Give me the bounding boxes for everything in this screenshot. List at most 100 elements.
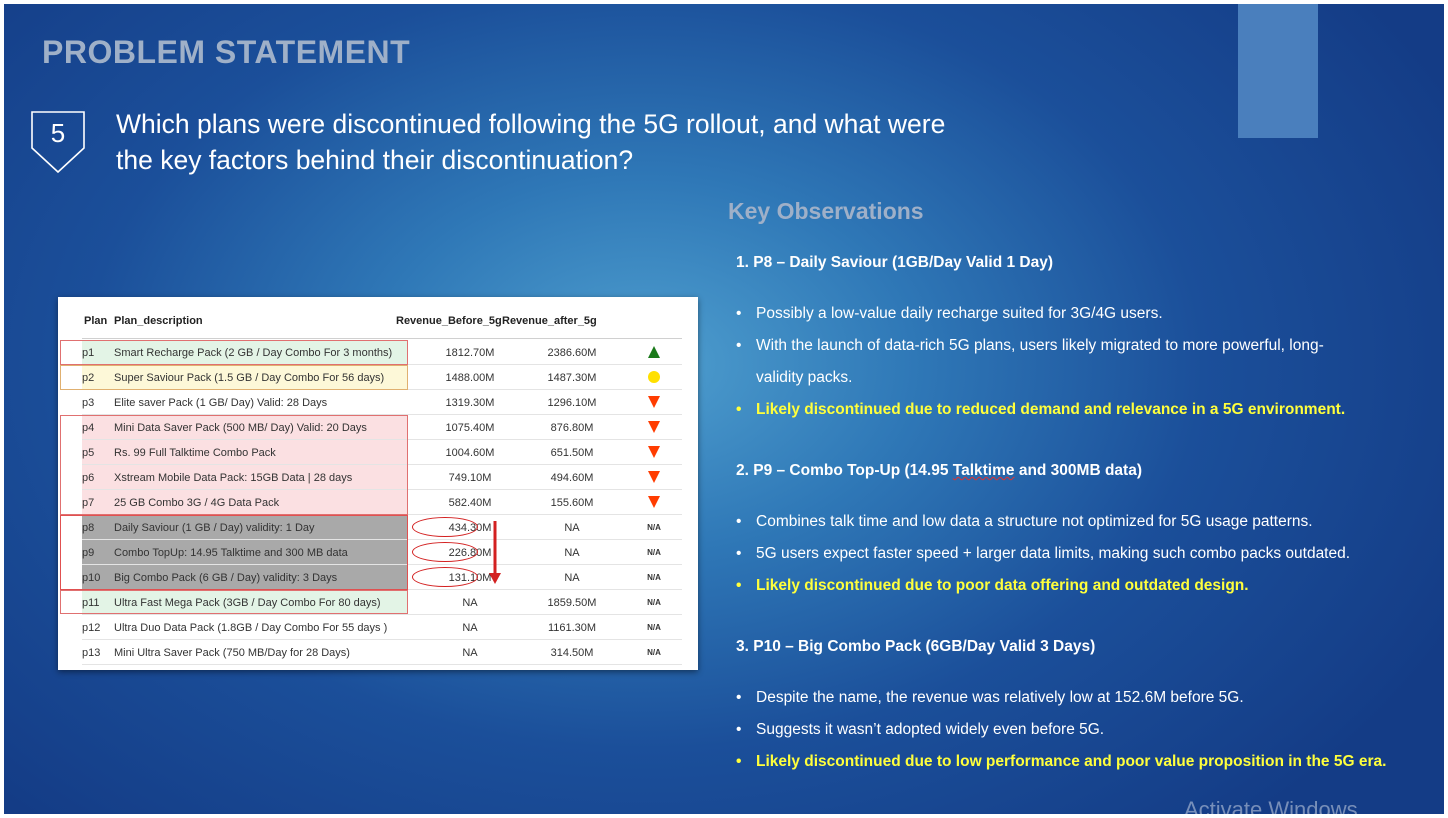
table-row: p11 Ultra Fast Mega Pack (3GB / Day Combo…	[82, 590, 682, 615]
cell-description: Daily Saviour (1 GB / Day) validity: 1 D…	[114, 522, 315, 534]
down-arrow-icon	[489, 521, 501, 584]
up-triangle-icon	[642, 345, 666, 362]
header-description: Plan_description	[114, 315, 203, 327]
observation-heading: 2. P9 – Combo Top-Up (14.95 Talktime and…	[736, 462, 1142, 479]
cell-revenue-after: 1296.10M	[547, 397, 597, 409]
na-indicator: N/A	[647, 573, 661, 582]
header-plan: Plan	[84, 315, 108, 327]
spellcheck-flag: Talktime	[952, 462, 1015, 479]
question-text: Which plans were discontinued following …	[116, 106, 1016, 178]
na-indicator: N/A	[647, 623, 661, 632]
badge-number: 5	[50, 118, 66, 148]
cell-plan: p4	[82, 422, 95, 434]
observation-heading: 1. P8 – Daily Saviour (1GB/Day Valid 1 D…	[736, 254, 1054, 271]
circle-annotation-p10	[412, 567, 478, 587]
cell-plan: p10	[82, 572, 101, 584]
table-header: Plan Plan_description Revenue_Before_5g …	[58, 312, 698, 332]
cell-description: Big Combo Pack (6 GB / Day) validity: 3 …	[114, 572, 338, 584]
highlight-p1	[60, 340, 408, 365]
highlight-p11	[60, 590, 408, 614]
cell-revenue-after: 155.60M	[550, 497, 594, 509]
cell-revenue-before: 1488.00M	[445, 372, 495, 384]
observation-heading: 3. P10 – Big Combo Pack (6GB/Day Valid 3…	[736, 638, 1096, 655]
cell-revenue-before: 1812.70M	[445, 347, 495, 359]
activation-watermark: Activate Windows	[1184, 797, 1358, 814]
cell-description: Rs. 99 Full Talktime Combo Pack	[114, 447, 276, 459]
cell-revenue-before: NA	[462, 622, 478, 634]
cell-description: Xstream Mobile Data Pack: 15GB Data | 28…	[114, 472, 353, 484]
cell-plan: p6	[82, 472, 95, 484]
cell-revenue-after: 1161.30M	[547, 622, 597, 634]
cell-revenue-before: NA	[462, 647, 478, 659]
down-triangle-icon	[642, 470, 666, 487]
slide: PROBLEM STATEMENT 5 Which plans were dis…	[4, 4, 1444, 814]
table-row: p1 Smart Recharge Pack (2 GB / Day Combo …	[82, 340, 682, 365]
cell-revenue-before: 1075.40M	[445, 422, 495, 434]
table-row: p3 Elite saver Pack (1 GB/ Day) Valid: 28…	[82, 390, 682, 415]
cell-revenue-before: 749.10M	[448, 472, 492, 484]
cell-plan: p8	[82, 522, 95, 534]
cell-plan: p2	[82, 372, 95, 384]
table-row: p7 25 GB Combo 3G / 4G Data Pack 582.40M 15…	[82, 490, 682, 515]
cell-description: Super Saviour Pack (1.5 GB / Day Combo F…	[114, 372, 385, 384]
cell-plan: p1	[82, 347, 95, 359]
table-row: p12 Ultra Duo Data Pack (1.8GB / Day Comb…	[82, 615, 682, 640]
revenue-table: Plan Plan_description Revenue_Before_5g …	[58, 297, 698, 670]
cell-revenue-before: 582.40M	[448, 497, 492, 509]
observation-2: 2. P9 – Combo Top-Up (14.95 Talktime and…	[736, 462, 1436, 602]
number-badge: 5	[30, 110, 86, 174]
observation-bullet: Combines talk time and low data a struct…	[736, 506, 1436, 538]
observation-conclusion: Likely discontinued due to poor data off…	[736, 570, 1436, 602]
table-row: p4 Mini Data Saver Pack (500 MB/ Day) Val…	[82, 415, 682, 440]
cell-description: Ultra Duo Data Pack (1.8GB / Day Combo F…	[114, 622, 388, 634]
cell-plan: p5	[82, 447, 95, 459]
observation-3: 3. P10 – Big Combo Pack (6GB/Day Valid 3…	[736, 638, 1436, 778]
question-line-1: Which plans were discontinued following …	[116, 109, 946, 139]
cell-revenue-after: NA	[564, 547, 580, 559]
cell-revenue-after: NA	[564, 572, 580, 584]
cell-plan: p12	[82, 622, 101, 634]
na-indicator: N/A	[647, 548, 661, 557]
accent-rectangle	[1238, 4, 1318, 138]
observation-1: 1. P8 – Daily Saviour (1GB/Day Valid 1 D…	[736, 254, 1436, 426]
highlight-p8-p10	[60, 515, 408, 590]
key-observations-title: Key Observations	[728, 198, 924, 224]
down-triangle-icon	[642, 420, 666, 437]
slide-title: PROBLEM STATEMENT	[42, 34, 411, 70]
down-triangle-icon	[642, 445, 666, 462]
highlight-p2	[60, 365, 408, 390]
cell-description: Combo TopUp: 14.95 Talktime and 300 MB d…	[114, 547, 348, 559]
down-triangle-icon	[642, 495, 666, 512]
cell-description: 25 GB Combo 3G / 4G Data Pack	[114, 497, 280, 509]
cell-revenue-before: NA	[462, 597, 478, 609]
highlight-p4-p7	[60, 415, 408, 515]
header-revenue-after: Revenue_after_5g	[502, 315, 597, 327]
cell-plan: p7	[82, 497, 95, 509]
table-row: p5 Rs. 99 Full Talktime Combo Pack 1004.60…	[82, 440, 682, 465]
cell-revenue-after: 1487.30M	[547, 372, 597, 384]
header-revenue-before: Revenue_Before_5g	[396, 315, 502, 327]
observation-conclusion: Likely discontinued due to low performan…	[736, 746, 1436, 778]
cell-plan: p13	[82, 647, 101, 659]
circle-annotation-p8	[412, 517, 478, 537]
observation-conclusion: Likely discontinued due to reduced deman…	[736, 394, 1436, 426]
table-row: p13 Mini Ultra Saver Pack (750 MB/Day for…	[82, 640, 682, 665]
cell-plan: p11	[82, 597, 100, 609]
pentagon-badge-icon	[31, 111, 85, 174]
yellow-circle-icon	[642, 370, 666, 387]
cell-revenue-before: 1004.60M	[445, 447, 495, 459]
header-divider	[82, 338, 682, 339]
question-line-2: the key factors behind their discontinua…	[116, 145, 634, 175]
cell-description: Ultra Fast Mega Pack (3GB / Day Combo Fo…	[114, 597, 381, 609]
table-row: p2 Super Saviour Pack (1.5 GB / Day Combo…	[82, 365, 682, 390]
observation-bullet: 5G users expect faster speed + larger da…	[736, 538, 1436, 570]
observation-bullet: Suggests it wasn’t adopted widely even b…	[736, 714, 1436, 746]
observation-bullet: With the launch of data-rich 5G plans, u…	[736, 330, 1436, 394]
table-row: p9 Combo TopUp: 14.95 Talktime and 300 MB…	[82, 540, 682, 565]
na-indicator: N/A	[647, 598, 661, 607]
observation-bullet: Possibly a low-value daily recharge suit…	[736, 298, 1436, 330]
cell-revenue-after: 494.60M	[550, 472, 594, 484]
cell-description: Mini Ultra Saver Pack (750 MB/Day for 28…	[114, 647, 350, 659]
table-row: p6 Xstream Mobile Data Pack: 15GB Data | …	[82, 465, 682, 490]
na-indicator: N/A	[647, 523, 661, 532]
